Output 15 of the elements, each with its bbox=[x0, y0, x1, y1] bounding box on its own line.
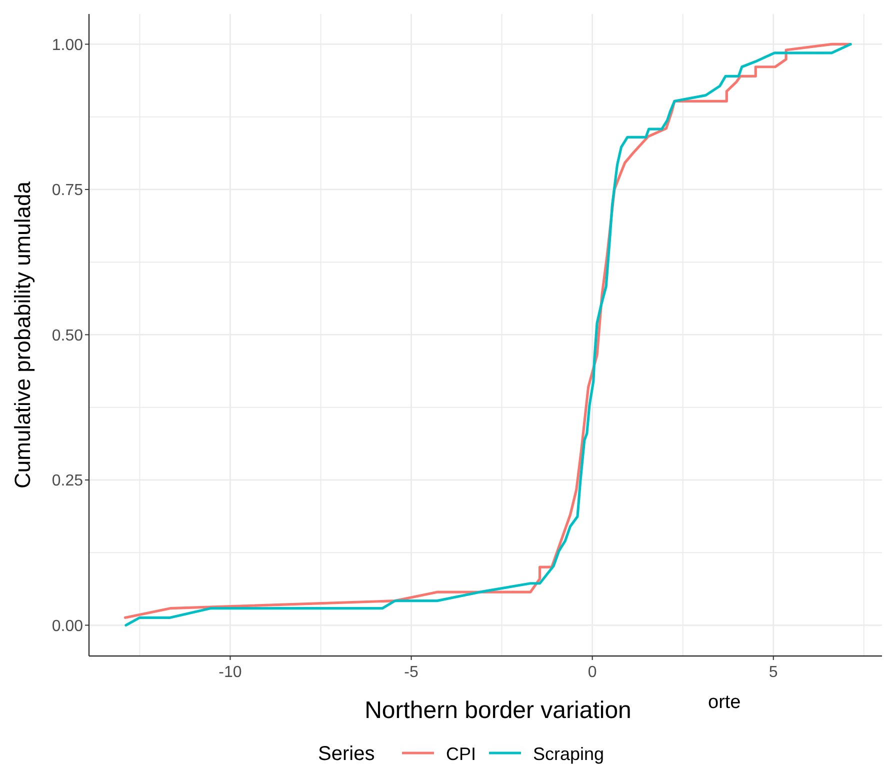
y-tick-label: 0.75 bbox=[52, 182, 84, 200]
y-axis-title: Cumulative probability umulada bbox=[10, 180, 35, 488]
x-axis-title: Northern border variation bbox=[364, 697, 632, 724]
x-tick-label: 0 bbox=[588, 664, 597, 681]
y-tick-label: 0.25 bbox=[52, 472, 84, 490]
legend-title: Series bbox=[318, 743, 375, 765]
legend-label: CPI bbox=[446, 744, 476, 764]
x-tick-label: -5 bbox=[404, 664, 418, 681]
x-tick-label: 5 bbox=[768, 664, 778, 681]
y-tick-label: 0.50 bbox=[52, 327, 84, 344]
legend-label: Scraping bbox=[533, 744, 604, 764]
y-tick-label: 0.00 bbox=[52, 618, 84, 635]
x-tick-label: -10 bbox=[218, 664, 242, 681]
text: orte bbox=[708, 692, 741, 713]
y-tick-label: 1.00 bbox=[52, 36, 84, 54]
